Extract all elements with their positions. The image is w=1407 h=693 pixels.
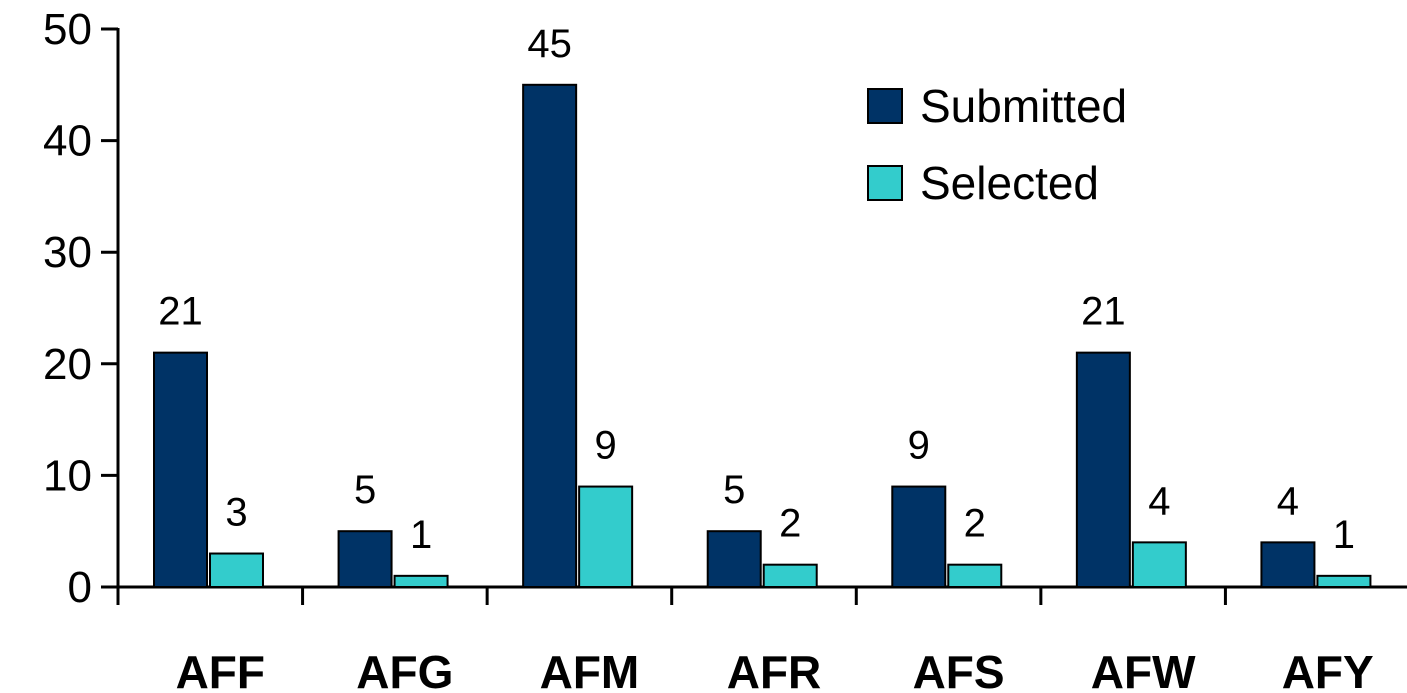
data-label-selected: 3	[225, 491, 247, 535]
bar-selected-afy	[1316, 574, 1372, 589]
data-label-selected: 1	[1333, 513, 1355, 557]
x-axis: AFF AFG AFM AFR AFS AFW AFY	[116, 585, 1407, 693]
x-category-label: AFG	[356, 646, 453, 693]
x-category-label: AFW	[1091, 646, 1196, 693]
bar-submitted-afw	[1075, 351, 1131, 589]
y-tick-label: 50	[43, 5, 92, 54]
legend-swatch-submitted	[867, 88, 903, 124]
x-category-label: AFR	[727, 646, 822, 693]
x-category-label: AFM	[540, 646, 640, 693]
bar-submitted-afm	[522, 83, 578, 589]
data-label-selected: 1	[410, 513, 432, 557]
bar-submitted-afs	[891, 485, 947, 588]
data-label-submitted: 45	[527, 22, 572, 66]
bar-selected-afs	[947, 563, 1003, 588]
y-axis: 0 10 20 30 40 50	[43, 5, 120, 612]
data-label-submitted: 5	[354, 468, 376, 512]
bar-selected-afw	[1131, 541, 1187, 588]
bar-selected-afg	[393, 574, 449, 589]
data-label-submitted: 21	[158, 290, 203, 334]
data-label-submitted: 5	[723, 468, 745, 512]
data-label-submitted: 21	[1081, 290, 1126, 334]
data-label-selected: 2	[964, 502, 986, 546]
x-category-label: AFY	[1282, 646, 1374, 693]
bar-submitted-afy	[1260, 541, 1316, 588]
bar-selected-afr	[762, 563, 818, 588]
bar-series-group	[153, 83, 1372, 589]
legend-label-submitted: Submitted	[920, 80, 1127, 132]
bar-submitted-afg	[337, 530, 393, 589]
data-label-selected: 9	[595, 424, 617, 468]
y-tick-label: 40	[43, 117, 92, 166]
data-label-submitted: 9	[908, 424, 930, 468]
y-tick-label: 30	[43, 228, 92, 277]
y-tick-label: 20	[43, 340, 92, 389]
x-category-label: AFS	[913, 646, 1005, 693]
bar-selected-aff	[209, 552, 264, 589]
legend-label-selected: Selected	[920, 157, 1099, 209]
legend: Submitted Selected	[867, 80, 1127, 209]
bar-submitted-afr	[706, 530, 762, 589]
bar-submitted-aff	[153, 351, 208, 589]
legend-swatch-selected	[867, 165, 903, 201]
x-category-label: AFF	[176, 646, 265, 693]
data-label-submitted: 4	[1277, 479, 1299, 523]
bar-selected-afm	[578, 485, 634, 588]
y-tick-label: 0	[68, 563, 92, 612]
data-label-selected: 2	[779, 502, 801, 546]
y-tick-label: 10	[43, 451, 92, 500]
data-label-selected: 4	[1148, 479, 1170, 523]
